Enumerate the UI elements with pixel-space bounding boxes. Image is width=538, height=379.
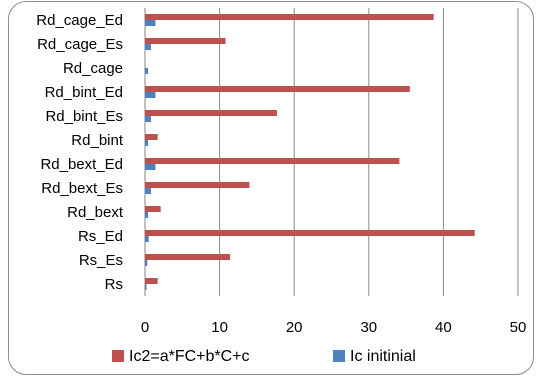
bar-ic-initial [145,116,151,122]
bar-ic2 [145,86,410,92]
grid [144,8,519,296]
bar-ic2 [145,230,475,236]
bar-ic2 [145,158,400,164]
category-label: Rd_cage_Ed [36,12,123,29]
category-label: Rd_bint_Es [45,108,123,125]
category-label: Rd_bext_Es [41,180,123,197]
legend-label: Ic initinial [350,348,416,365]
legend-swatch [333,350,345,362]
bar-ic2 [145,110,278,116]
x-tick-label: 10 [211,319,228,336]
category-label: Rd_bext_Ed [40,156,123,173]
category-label: Rs_Ed [78,228,123,245]
bars [145,14,475,290]
x-tick-label: 40 [435,319,452,336]
category-label: Rd_bint_Ed [45,84,123,101]
bar-ic-initial [145,260,148,266]
bar-ic2 [145,278,158,284]
legend-swatch [112,350,124,362]
bar-ic-initial [145,236,149,242]
x-tick-label: 30 [360,319,377,336]
legend: Ic2=a*FC+b*C+c Ic initinial [112,348,416,365]
category-label: Rd_cage [63,60,123,77]
bar-ic-initial [145,284,147,290]
bar-ic2 [145,206,161,212]
x-tick-label: 50 [510,319,527,336]
bar-ic-initial [145,20,156,26]
chart-frame [8,1,534,375]
bar-ic2 [145,134,158,140]
bar-ic2 [145,182,250,188]
bar-ic-initial [145,188,151,194]
legend-label: Ic2=a*FC+b*C+c [129,348,250,365]
category-label: Rd_bint [71,132,124,149]
category-label: Rd_bext [67,204,124,221]
bar-ic-initial [145,140,148,146]
bar-ic-initial [145,164,156,170]
category-label: Rs_Es [79,252,123,269]
labels: 0 10 20 30 40 50 Rd_cage_Ed Rd_cage_Es Rd_cage Rd… [36,12,526,336]
x-tick-label: 0 [141,319,149,336]
category-label: Rs [105,276,123,293]
bar-ic-initial [145,44,151,50]
bar-ic2 [145,14,434,20]
bar-ic-initial [145,68,148,74]
bar-ic-initial [145,92,156,98]
category-label: Rd_cage_Es [37,36,123,53]
bar-ic-initial [145,212,148,218]
bar-ic2 [145,38,226,44]
x-tick-label: 20 [286,319,303,336]
bar-ic2 [145,254,231,260]
